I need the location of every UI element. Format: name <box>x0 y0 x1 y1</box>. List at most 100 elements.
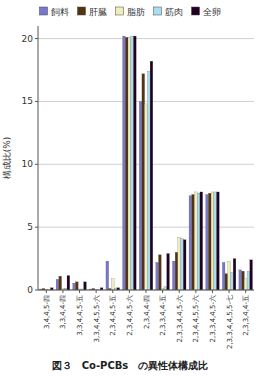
bar <box>244 279 247 290</box>
bar <box>131 36 134 290</box>
bar <box>133 36 136 290</box>
bars <box>39 36 252 290</box>
bar <box>139 101 142 290</box>
bar <box>150 61 153 290</box>
x-tick <box>179 290 180 293</box>
bar <box>142 74 145 290</box>
bar <box>250 260 253 290</box>
legend-item: 全卵 <box>192 7 221 17</box>
x-tick-label: 2,3,4,4,5-六 <box>126 295 134 336</box>
bar <box>242 271 245 290</box>
y-axis <box>38 26 39 290</box>
grid-line <box>38 38 254 39</box>
x-tick <box>212 290 213 293</box>
x-tick <box>129 290 130 293</box>
bar <box>222 262 225 290</box>
bar <box>111 279 114 290</box>
bar <box>75 282 78 290</box>
bar <box>189 196 192 290</box>
y-tick-label: 10 <box>22 159 34 169</box>
bar <box>233 259 236 290</box>
x-tick <box>96 290 97 293</box>
grid-line <box>38 101 254 102</box>
x-tick-label: 3,3,4,4,5-五 <box>76 295 84 336</box>
bar <box>156 262 159 290</box>
bar <box>147 71 150 290</box>
legend-item: 脂肪 <box>116 7 145 17</box>
legend-label: 筋肉 <box>165 7 183 17</box>
x-tick <box>162 290 163 293</box>
bar <box>239 270 242 290</box>
bar <box>159 255 162 290</box>
y-tick-label: 5 <box>27 222 33 232</box>
y-tick-label: 20 <box>22 34 34 44</box>
x-tick-label: 2,3,4,4,5,5-六 <box>192 295 200 342</box>
bar <box>230 272 233 290</box>
x-tick-label: 2,3,3,4,4-五 <box>159 295 167 336</box>
legend-swatch <box>116 7 124 15</box>
x-tick-label: 2,3,3,4,4-五 <box>242 295 250 336</box>
legend-swatch <box>40 7 48 15</box>
y-tick-label: 15 <box>22 96 33 106</box>
bar <box>214 192 217 290</box>
bar <box>123 36 126 290</box>
legend-swatch <box>192 7 200 15</box>
bar <box>167 254 170 290</box>
x-tick-label: 2,3,3,4,4,5-六 <box>176 295 184 342</box>
bar <box>128 37 131 290</box>
x-tick-label: 3,4,4,5-四 <box>43 295 51 329</box>
bar <box>211 192 214 290</box>
x-tick <box>146 290 147 293</box>
bar <box>175 252 178 290</box>
bar <box>225 274 228 290</box>
bar <box>183 240 186 290</box>
y-tick-label: 0 <box>27 285 33 295</box>
x-tick-label: 2,3,4,4-四 <box>143 295 151 329</box>
title: 図３ Co-PCBs の異性体構成比 <box>52 360 209 371</box>
bar <box>194 192 197 290</box>
x-tick <box>195 290 196 293</box>
x-tick <box>79 290 80 293</box>
legend-label: 脂肪 <box>127 7 145 17</box>
x-tick <box>229 290 230 293</box>
legend: 飼料 肝臓 脂肪 筋肉 全卵 <box>40 7 221 17</box>
x-tick <box>62 290 63 293</box>
bar <box>106 261 109 290</box>
legend-label: 肝臓 <box>89 7 107 17</box>
legend-label: 飼料 <box>51 7 69 17</box>
x-tick <box>245 290 246 293</box>
bar <box>200 192 203 290</box>
bar <box>84 282 87 290</box>
x-tick-label: 3,3,4,4-四 <box>59 295 67 329</box>
bar <box>145 104 148 290</box>
legend-swatch <box>78 7 86 15</box>
bar <box>197 193 200 290</box>
x-tick-label: 3,3,4,4,5,5-六 <box>93 295 101 342</box>
chart: 0 5 10 15 20 3,4,4,5-四 3,3,4,4-四 3,3,4,4,5-五 3,3… <box>0 0 260 376</box>
legend-item: 筋肉 <box>154 7 183 17</box>
legend-item: 肝臓 <box>78 7 107 17</box>
bar <box>208 193 211 290</box>
legend-swatch <box>154 7 162 15</box>
legend-label: 全卵 <box>203 7 221 17</box>
bar <box>59 276 62 290</box>
legend-item: 飼料 <box>40 7 69 17</box>
bar <box>181 238 184 290</box>
bar <box>67 276 70 290</box>
bar <box>247 271 250 290</box>
bar <box>73 283 76 290</box>
x-tick-label: 2,3,4,4,5-五 <box>109 295 117 336</box>
bar <box>217 192 220 290</box>
x-tick-label: 2,3,3,4,4,5,5-七 <box>226 295 234 349</box>
bar <box>192 194 195 290</box>
bar <box>172 261 175 290</box>
x-tick-label: 2,3,3,4,4,5-六 <box>209 295 217 342</box>
bar <box>56 279 59 290</box>
x-tick <box>112 290 113 293</box>
x-tick <box>46 290 47 293</box>
bar <box>125 37 128 290</box>
bar <box>228 261 231 290</box>
y-axis-label: 構成比(%) <box>2 137 12 180</box>
bar <box>206 194 209 290</box>
bar <box>178 237 181 290</box>
